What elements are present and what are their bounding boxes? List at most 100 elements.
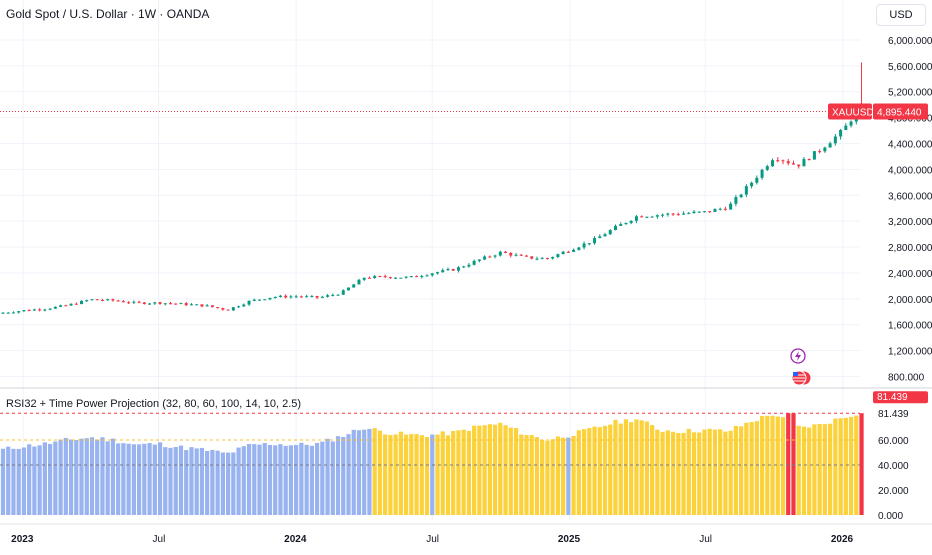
rsi-bar [655,429,660,515]
rsi-bar [733,426,739,515]
rsi-bar [430,434,435,515]
rsi-bar [540,439,545,515]
candle-body [258,299,262,301]
candle-body [818,151,822,153]
rsi-bar [524,435,529,515]
candle-body [744,186,748,195]
rsi-bar [639,420,644,515]
candle-body [598,236,602,239]
candle-body [200,304,204,307]
candle-body [195,304,199,306]
rsi-bar [335,436,341,515]
candle-body [807,159,811,161]
candle-body [640,216,644,218]
candle-body [477,259,481,261]
rsi-axis-tick: 40.000 [878,461,909,472]
candle-body [771,160,775,167]
candle-body [310,295,314,297]
candle-body [425,275,429,277]
rsi-bar [37,445,42,515]
rsi-bar [68,439,74,515]
rsi-bar [513,428,519,515]
rsi-bar [409,434,414,515]
rsi-bar [660,431,665,515]
candle-body [169,303,173,305]
candle-body [755,177,759,183]
price-axis-tick: 5,200.000 [888,88,932,99]
rsi-bar [157,442,163,515]
chart-title: Gold Spot / U.S. Dollar · 1W · OANDA [6,7,210,21]
rsi-bar [236,447,241,515]
rsi-bar [84,438,89,515]
candle-body [64,305,68,307]
rsi-bar [759,416,765,515]
candle-body [263,299,267,301]
rsi-axis-tick: 60.000 [878,436,909,447]
candle-body [142,302,146,305]
candle-body [415,276,419,278]
rsi-bar [356,430,362,515]
rsi-bar [472,425,477,515]
rsi-bar [367,428,372,515]
currency-button[interactable]: USD [876,4,926,26]
candle-body [572,249,576,252]
candle-body [456,267,460,271]
candle-body [467,264,471,267]
candle-body [781,160,785,162]
candle-body [729,203,733,210]
candle-body [357,279,361,285]
candle-body [718,208,722,210]
rsi-bar [320,441,325,515]
candle-body [367,277,371,279]
candle-body [252,299,256,301]
candle-body [582,243,586,248]
rsi-bar [634,419,639,515]
candle-body [362,277,366,280]
candle-body [561,251,565,255]
candle-body [682,213,686,215]
time-axis-tick: Jul [153,534,166,545]
candle-body [519,254,523,256]
candle-body [336,294,340,296]
rsi-axis-tick: 0.000 [878,511,903,522]
rsi-bar [58,439,63,515]
candle-body [812,151,816,160]
rsi-bar [89,437,95,515]
rsi-bar [707,428,712,515]
candle-body [90,299,94,301]
rsi-bar [482,425,487,515]
candle-body [603,234,607,237]
candle-body [629,220,633,223]
candle-body [608,230,612,235]
candle-body [849,121,853,126]
rsi-bar [205,451,210,515]
candle-body [750,182,754,187]
candle-body [823,147,827,152]
candle-body [786,161,790,164]
rsi-bar [676,433,681,515]
rsi-bar [136,444,142,515]
candle-body [226,309,230,311]
rsi-bar [231,452,236,515]
candle-body [284,295,288,298]
rsi-bar [723,431,728,515]
candle-body [95,299,99,301]
rsi-bar [403,434,409,515]
rsi-bar [812,424,817,515]
candle-body [273,296,277,298]
time-axis-tick: 2025 [558,534,581,545]
rsi-bar [262,442,267,515]
rsi-bar [6,446,11,515]
time-axis-tick: Jul [699,534,712,545]
rsi-bar [587,428,592,515]
rsi-bar [152,444,157,515]
rsi-bar [477,425,482,515]
candle-body [634,216,638,221]
rsi-bar [294,444,299,515]
rsi-bar [775,416,780,515]
candle-body [802,159,806,167]
time-axis-tick: 2023 [11,534,34,545]
rsi-bar [838,418,843,515]
